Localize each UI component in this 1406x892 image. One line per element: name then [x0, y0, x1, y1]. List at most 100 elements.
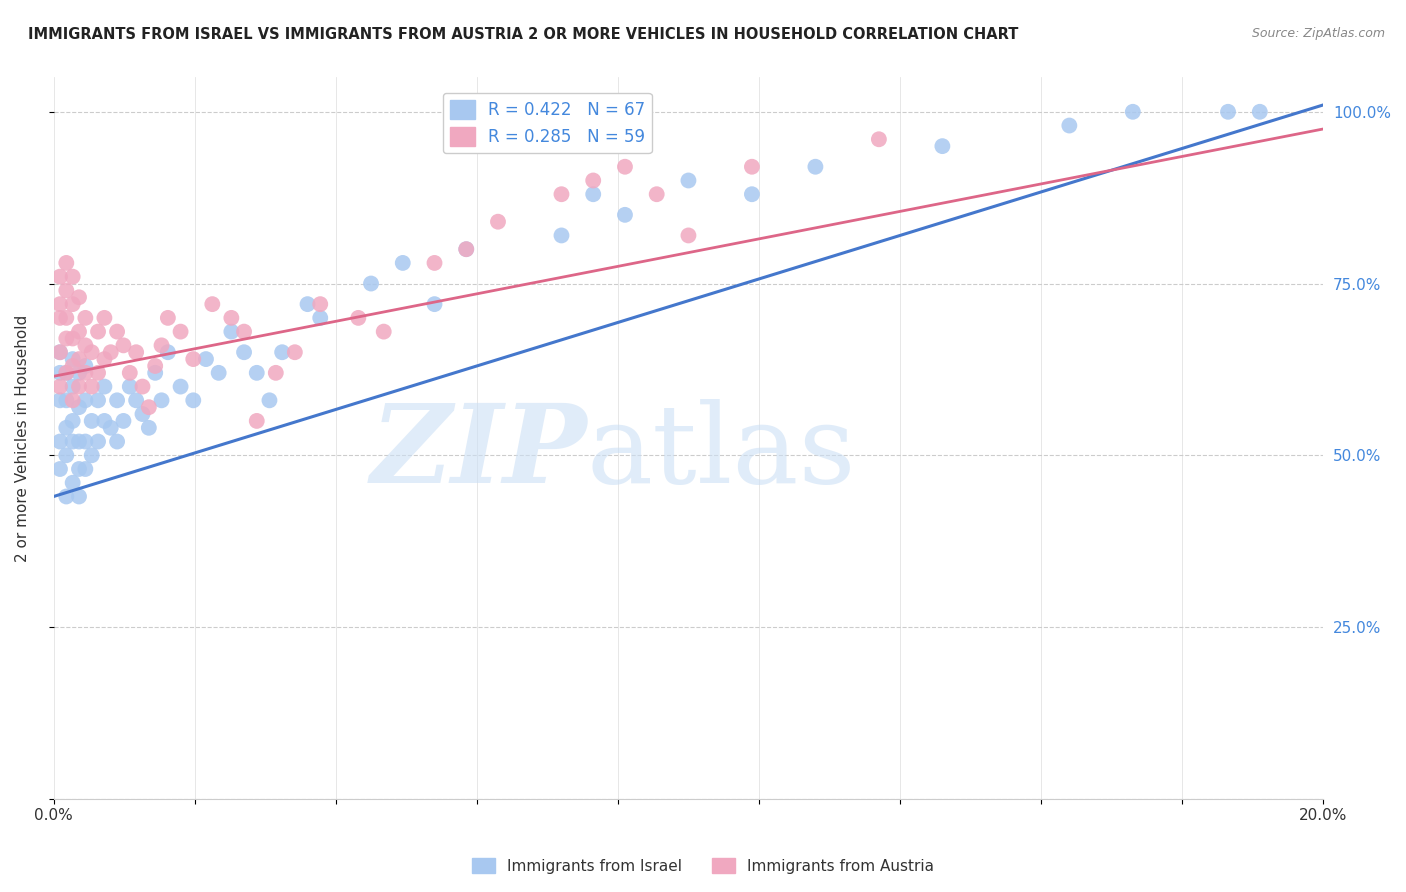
- Point: [67, 434, 90, 449]
- Point: [347, 310, 370, 325]
- Point: [67, 366, 90, 380]
- Point: [49, 345, 72, 359]
- Point: [143, 366, 166, 380]
- Point: [93, 414, 115, 428]
- Point: [264, 366, 287, 380]
- Point: [105, 325, 128, 339]
- Point: [645, 187, 668, 202]
- Point: [131, 379, 153, 393]
- Point: [550, 187, 572, 202]
- Point: [169, 325, 191, 339]
- Point: [49, 297, 72, 311]
- Point: [582, 187, 605, 202]
- Point: [246, 366, 269, 380]
- Point: [259, 393, 281, 408]
- Text: ZIP: ZIP: [370, 399, 586, 507]
- Point: [150, 393, 173, 408]
- Point: [87, 325, 110, 339]
- Point: [169, 379, 191, 393]
- Point: [62, 297, 84, 311]
- Point: [75, 338, 97, 352]
- Point: [75, 462, 97, 476]
- Point: [75, 366, 97, 380]
- Point: [118, 366, 141, 380]
- Point: [62, 393, 84, 408]
- Point: [246, 414, 269, 428]
- Point: [49, 393, 72, 408]
- Point: [125, 345, 148, 359]
- Point: [67, 379, 90, 393]
- Point: [80, 448, 103, 462]
- Point: [62, 379, 84, 393]
- Point: [1059, 119, 1081, 133]
- Point: [87, 434, 110, 449]
- Y-axis label: 2 or more Vehicles in Household: 2 or more Vehicles in Household: [15, 315, 30, 562]
- Point: [181, 352, 204, 367]
- Point: [221, 310, 243, 325]
- Point: [93, 379, 115, 393]
- Point: [143, 359, 166, 373]
- Point: [105, 393, 128, 408]
- Point: [62, 359, 84, 373]
- Point: [49, 366, 72, 380]
- Point: [156, 310, 179, 325]
- Point: [613, 160, 636, 174]
- Point: [208, 366, 231, 380]
- Point: [360, 277, 382, 291]
- Point: [456, 242, 478, 256]
- Point: [49, 462, 72, 476]
- Point: [49, 379, 72, 393]
- Point: [80, 414, 103, 428]
- Point: [100, 345, 122, 359]
- Point: [1216, 104, 1239, 119]
- Point: [1122, 104, 1144, 119]
- Point: [49, 269, 72, 284]
- Point: [55, 366, 77, 380]
- Point: [271, 345, 294, 359]
- Point: [55, 490, 77, 504]
- Point: [221, 325, 243, 339]
- Point: [75, 359, 97, 373]
- Point: [582, 173, 605, 187]
- Point: [75, 434, 97, 449]
- Point: [93, 310, 115, 325]
- Point: [678, 228, 700, 243]
- Point: [93, 352, 115, 367]
- Point: [49, 345, 72, 359]
- Point: [67, 462, 90, 476]
- Point: [678, 173, 700, 187]
- Text: Source: ZipAtlas.com: Source: ZipAtlas.com: [1251, 27, 1385, 40]
- Point: [55, 310, 77, 325]
- Point: [67, 352, 90, 367]
- Point: [423, 297, 446, 311]
- Point: [391, 256, 413, 270]
- Point: [112, 338, 135, 352]
- Point: [62, 475, 84, 490]
- Point: [1249, 104, 1271, 119]
- Point: [67, 490, 90, 504]
- Point: [55, 448, 77, 462]
- Point: [868, 132, 890, 146]
- Point: [87, 366, 110, 380]
- Point: [138, 421, 160, 435]
- Point: [233, 325, 256, 339]
- Point: [55, 256, 77, 270]
- Point: [67, 400, 90, 414]
- Point: [55, 366, 77, 380]
- Point: [309, 310, 332, 325]
- Point: [804, 160, 827, 174]
- Point: [67, 325, 90, 339]
- Point: [181, 393, 204, 408]
- Point: [233, 345, 256, 359]
- Point: [62, 414, 84, 428]
- Point: [741, 187, 763, 202]
- Point: [931, 139, 953, 153]
- Point: [55, 331, 77, 345]
- Point: [75, 393, 97, 408]
- Point: [150, 338, 173, 352]
- Text: IMMIGRANTS FROM ISRAEL VS IMMIGRANTS FROM AUSTRIA 2 OR MORE VEHICLES IN HOUSEHOL: IMMIGRANTS FROM ISRAEL VS IMMIGRANTS FRO…: [28, 27, 1018, 42]
- Point: [201, 297, 224, 311]
- Point: [125, 393, 148, 408]
- Point: [49, 434, 72, 449]
- Point: [194, 352, 217, 367]
